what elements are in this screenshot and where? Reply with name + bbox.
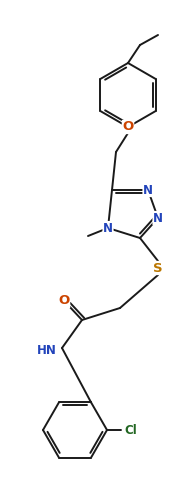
Text: N: N bbox=[143, 183, 153, 197]
Text: O: O bbox=[122, 120, 134, 134]
Text: S: S bbox=[153, 262, 163, 275]
Text: HN: HN bbox=[37, 344, 57, 356]
Text: N: N bbox=[153, 212, 163, 224]
Text: N: N bbox=[103, 221, 113, 234]
Text: Cl: Cl bbox=[125, 423, 137, 436]
Text: O: O bbox=[58, 294, 70, 307]
